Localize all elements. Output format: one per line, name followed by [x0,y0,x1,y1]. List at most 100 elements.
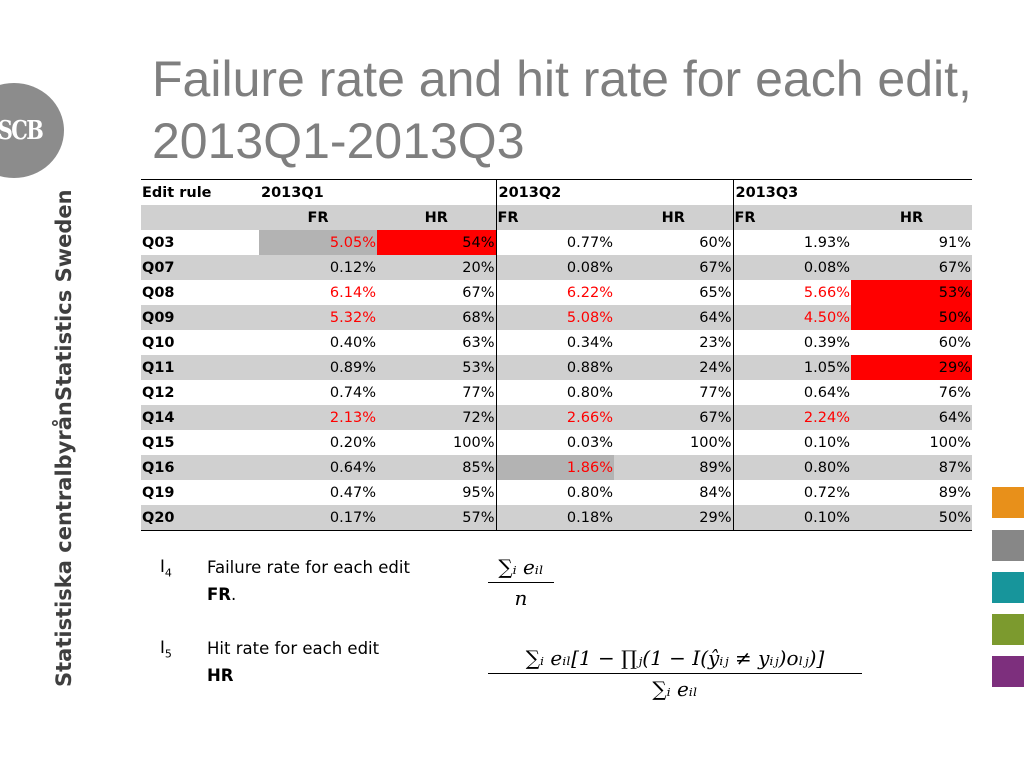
cell-q2fr: 1.86% [495,455,614,480]
cell-q3hr: 87% [851,455,972,480]
cell-q3fr: 1.05% [732,355,851,380]
table-row: Q11 0.89% 53% 0.88% 24% 1.05% 29% [141,355,972,380]
cell-q1fr: 0.17% [259,505,377,531]
hr-denominator: ∑ᵢ eᵢₗ [652,677,698,701]
cell-q1fr: 0.64% [259,455,377,480]
cell-q2fr: 0.80% [495,380,614,405]
i4-text: Failure rate for each edit [207,558,410,577]
org-name-english: Statistics Sweden [52,189,76,401]
slide-title: Failure rate and hit rate for each edit,… [152,51,972,169]
color-swatch-purple [992,656,1024,687]
header-2013q1: 2013Q1 [259,179,496,205]
table-row: Q16 0.64% 85% 1.86% 89% 0.80% 87% [141,455,972,480]
i5-text: Hit rate for each edit [207,639,380,658]
cell-q1fr: 0.40% [329,334,376,351]
cell-q2hr: 89% [614,455,733,480]
table-row: Q08 6.14% 67% 6.22% 65% 5.66% 53% [141,280,972,305]
cell-q3hr: 53% [851,280,972,305]
row-rule-label: Q03 [142,234,175,251]
cell-q3fr: 0.72% [732,480,851,505]
table-row: Q12 0.74% 77% 0.80% 77% 0.64% 76% [141,380,972,405]
cell-q1hr: 77% [462,384,495,401]
row-rule-label: Q15 [142,434,175,451]
header-q2-fr: FR [495,205,614,230]
cell-q3hr: 91% [938,234,971,251]
header-q1-hr: HR [377,205,496,230]
row-rule-label: Q16 [141,455,259,480]
cell-q3hr: 29% [851,355,972,380]
cell-q3fr: 2.24% [732,405,851,430]
cell-q3fr: 5.66% [732,280,851,305]
cell-q3fr: 0.10% [732,505,851,531]
scb-logo: SCB [0,83,64,178]
row-rule-label: Q19 [142,484,175,501]
cell-q1hr: 54% [377,230,496,255]
i4-letter: I [160,557,165,576]
cell-q3fr: 0.39% [732,330,851,355]
fr-numerator: ∑ᵢ eᵢₗ [498,555,544,579]
header-q2-hr: HR [614,205,733,230]
cell-q3hr: 60% [938,334,971,351]
cell-q1fr: 0.89% [259,355,377,380]
row-rule-label: Q10 [142,334,175,351]
hr-formula: ∑ᵢ eᵢₗ[1 − ∏ⱼ(1 − I(ŷᵢⱼ ≠ yᵢⱼ)oₗⱼ)] ∑ᵢ e… [488,646,862,701]
row-rule-label: Q08 [142,284,175,301]
color-swatch-teal [992,572,1024,603]
cell-q1hr: 67% [462,284,495,301]
cell-q1fr: 0.20% [329,434,376,451]
i5-subscript: 5 [164,647,172,661]
table-row: Q07 0.12% 20% 0.08% 67% 0.08% 67% [141,255,972,280]
cell-q1hr: 72% [377,405,496,430]
row-rule-label: Q09 [141,305,259,330]
cell-q2fr: 0.03% [495,430,614,455]
cell-q2fr: 0.88% [495,355,614,380]
cell-q3hr: 89% [938,484,971,501]
cell-q3hr: 76% [938,384,971,401]
org-name-swedish: Statistiska centralbyrån [52,401,76,687]
header-edit-rule: Edit rule [141,179,259,205]
cell-q2fr: 6.22% [495,280,614,305]
header-row-metrics: FR HR FR HR FR HR [141,205,972,230]
fr-denominator: n [514,586,528,610]
cell-q2hr: 65% [699,284,732,301]
cell-q3hr: 50% [851,305,972,330]
header-row-quarters: Edit rule 2013Q1 2013Q2 2013Q3 [141,179,972,205]
table-row: Q15 0.20% 100% 0.03% 100% 0.10% 100% [141,430,972,455]
cell-q2fr: 0.80% [495,480,614,505]
color-swatch-orange [992,487,1024,518]
cell-q1fr: 0.12% [259,255,377,280]
i5-letter: I [160,638,165,657]
cell-q3fr: 0.64% [732,380,851,405]
header-2013q3: 2013Q3 [732,179,972,205]
cell-q3fr: 0.80% [732,455,851,480]
cell-q2hr: 84% [699,484,732,501]
indicator-i5-symbol: I5 [160,638,172,660]
cell-q1fr: 6.14% [329,284,376,301]
table-row: Q14 2.13% 72% 2.66% 67% 2.24% 64% [141,405,972,430]
edit-rates-table: Edit rule 2013Q1 2013Q2 2013Q3 FR HR FR … [141,179,972,531]
cell-q1hr: 53% [377,355,496,380]
cell-q1fr: 0.74% [329,384,376,401]
cell-q1hr: 95% [462,484,495,501]
row-rule-label: Q07 [141,255,259,280]
cell-q2hr: 67% [614,405,733,430]
cell-q2hr: 64% [614,305,733,330]
header-q3-fr: FR [732,205,851,230]
cell-q2fr: 0.77% [495,230,614,255]
row-rule-label: Q20 [141,505,259,531]
indicator-i4-description: Failure rate for each edit FR. [207,554,410,608]
header-2013q2: 2013Q2 [495,179,733,205]
table-row: Q19 0.47% 95% 0.80% 84% 0.72% 89% [141,480,972,505]
fr-fraction-bar [488,582,554,583]
cell-q2hr: 100% [690,434,732,451]
cell-q2hr: 23% [699,334,732,351]
table-row: Q10 0.40% 63% 0.34% 23% 0.39% 60% [141,330,972,355]
cell-q1hr: 85% [377,455,496,480]
indicator-i4-symbol: I4 [160,557,172,579]
cell-q1hr: 57% [377,505,496,531]
i4-dot: . [230,585,237,604]
i5-short: HR [207,666,234,685]
cell-q1fr: 0.47% [329,484,376,501]
cell-q1fr: 2.13% [259,405,377,430]
color-swatch-gray [992,530,1024,561]
